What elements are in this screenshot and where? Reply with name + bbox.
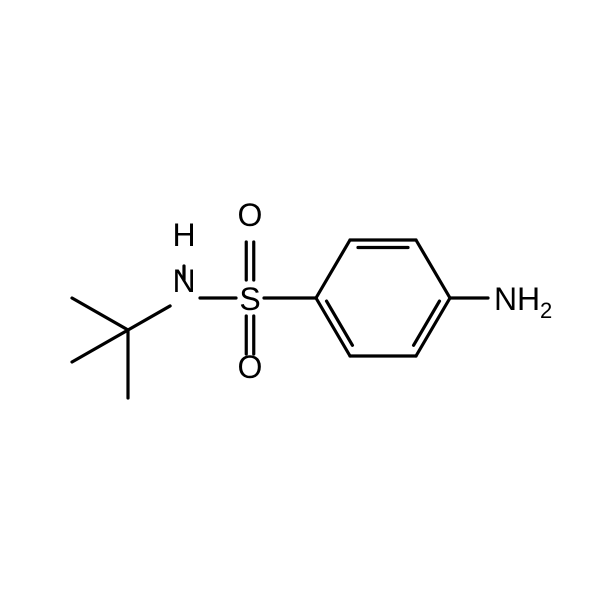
atom-label: H: [172, 217, 195, 253]
atom-label: 2: [540, 298, 552, 323]
atom-label: N: [172, 263, 195, 299]
atom-label: N: [494, 281, 517, 317]
molecule-diagram: HNSOONH2: [0, 0, 600, 600]
atom-label: O: [238, 197, 263, 233]
bond-layer: [72, 240, 488, 398]
atom-label: S: [239, 281, 260, 317]
atom-label: H: [517, 281, 540, 317]
atom-label: O: [238, 349, 263, 385]
